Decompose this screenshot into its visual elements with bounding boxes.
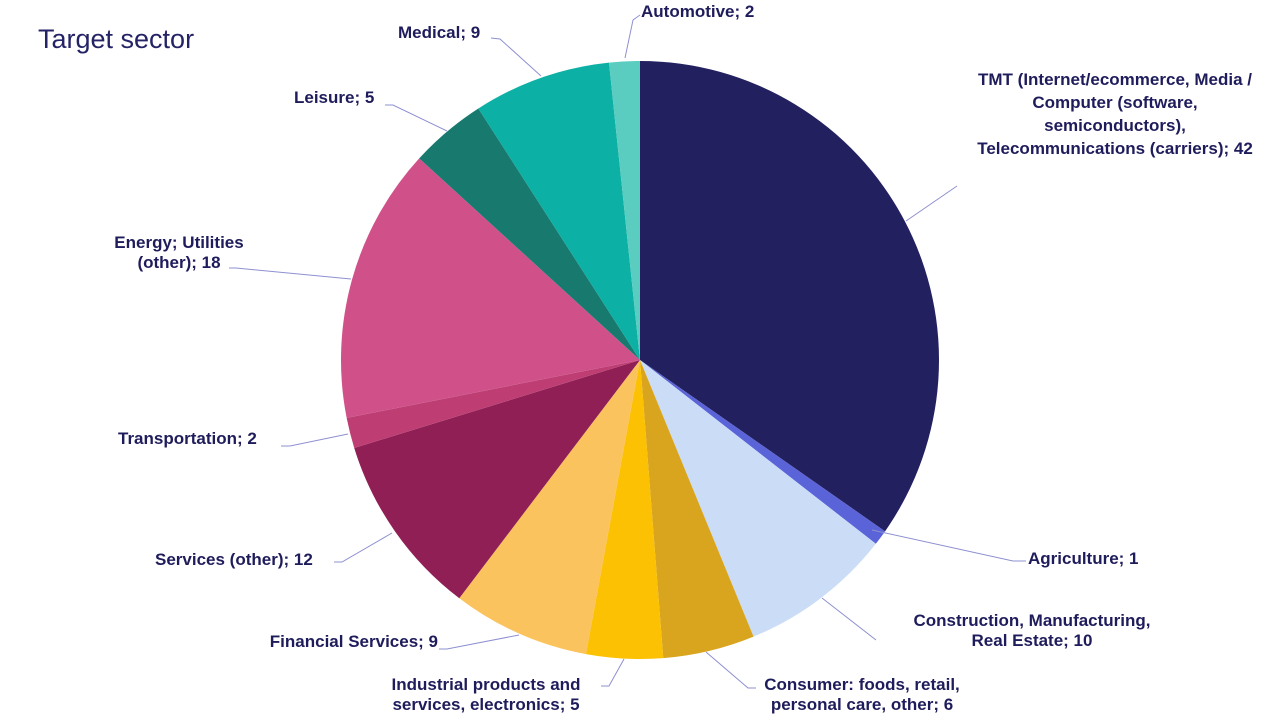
pie-slice-agriculture <box>640 360 886 544</box>
leader-line-automotive <box>624 14 641 59</box>
pie-slice-industrial <box>585 360 664 659</box>
leader-line-agriculture <box>871 529 1026 562</box>
pie-slice-automotive <box>609 61 640 360</box>
leader-line-medical <box>490 37 542 77</box>
pie-slice-tmt <box>640 61 939 532</box>
pie-slice-medical <box>478 62 640 361</box>
pie-slice-financial <box>459 360 640 655</box>
leader-line-tmt <box>905 185 958 222</box>
leader-line-services <box>334 532 393 563</box>
leader-line-consumer <box>705 651 756 689</box>
pie-slice-services <box>354 360 640 599</box>
pie-slice-leisure <box>419 108 640 360</box>
pie-slice-energy <box>340 158 640 418</box>
leader-line-transportation <box>281 433 349 447</box>
chart-title: Target sector <box>38 24 195 54</box>
leader-line-construction <box>821 597 877 641</box>
pie-slice-transportation <box>346 360 640 448</box>
pie-slice-consumer <box>640 360 754 659</box>
leader-line-leisure <box>385 104 448 132</box>
leader-line-industrial <box>601 658 625 687</box>
leader-line-financial <box>439 634 520 650</box>
pie-slice-construction <box>640 360 876 637</box>
leader-line-energy <box>229 267 352 280</box>
